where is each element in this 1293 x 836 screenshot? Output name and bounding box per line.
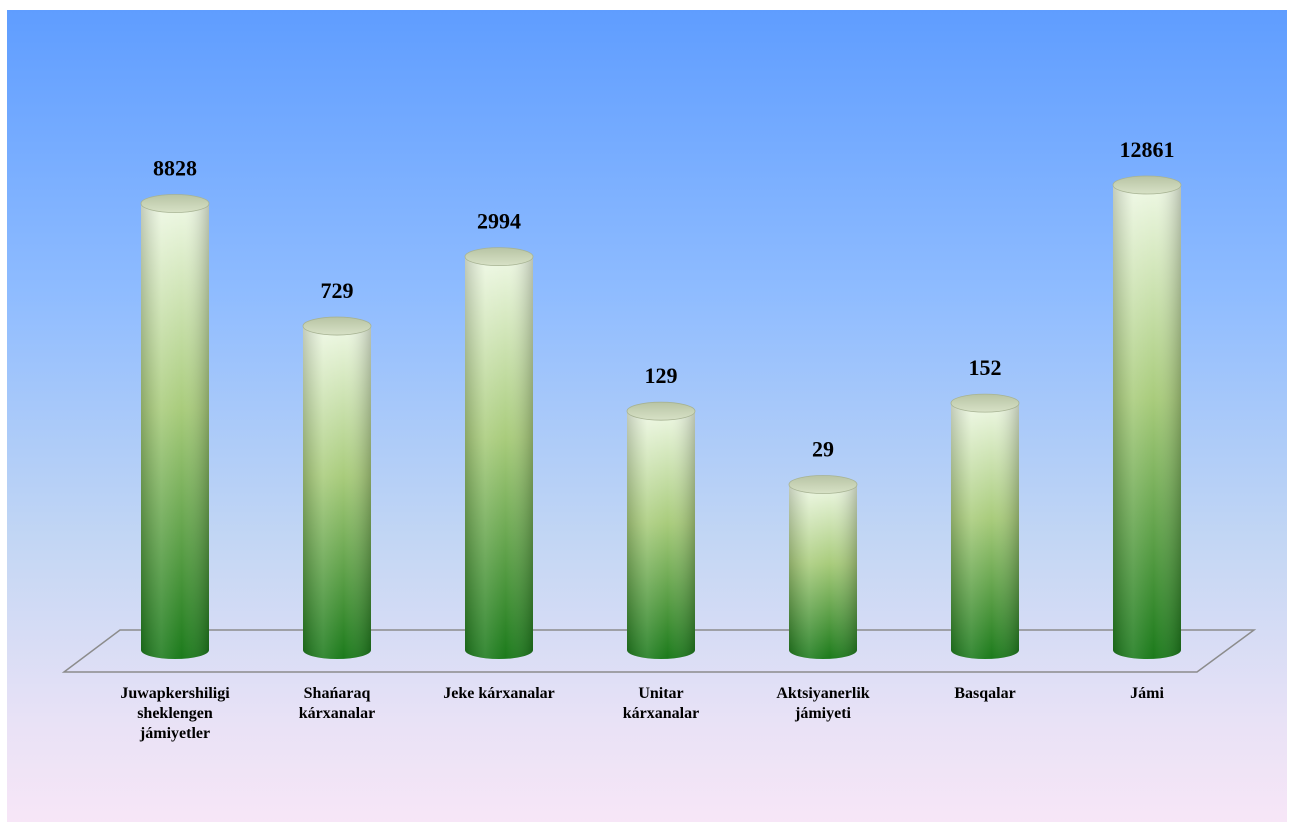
category-label: Jámi (1130, 685, 1164, 702)
value-label: 12861 (1120, 137, 1175, 162)
bar-6 (950, 393, 1020, 659)
category-label: Jeke kárxanalar (443, 685, 555, 702)
bar-shading (789, 484, 857, 659)
category-label-line: Jeke kárxanalar (443, 685, 555, 702)
category-label-line: Basqalar (954, 685, 1015, 702)
category-label-line: Shańaraq (304, 685, 371, 702)
value-label: 729 (321, 278, 354, 303)
category-label: Aktsiyanerlik jámiyeti (776, 685, 869, 722)
category-label: Juwapkershiligi sheklengen jámiyetler (120, 685, 230, 742)
bar-shading (303, 326, 371, 659)
category-label-line: kárxanalar (299, 705, 375, 722)
category-label-line: Juwapkershiligi (120, 685, 230, 702)
chart-area: 8828 729 2994 129 29 152 12861 Juwapkershiligi… (7, 10, 1287, 822)
value-label: 129 (645, 363, 678, 388)
bar-shading (951, 403, 1019, 659)
bar-cap (464, 247, 534, 267)
bar-cap (626, 401, 696, 421)
category-label: Shańaraq kárxanalar (299, 685, 375, 722)
bar-7 (1112, 175, 1182, 659)
bar-shading (627, 411, 695, 659)
category-label-line: jámiyeti (794, 705, 852, 722)
bar-cap (140, 194, 210, 213)
value-label: 152 (969, 355, 1002, 380)
bar-1 (140, 194, 210, 660)
bar-cap (1112, 175, 1182, 195)
category-label-line: Unitar (638, 685, 683, 702)
category-label: Basqalar (954, 685, 1015, 702)
category-label-line: Aktsiyanerlik (776, 685, 869, 702)
value-label: 8828 (153, 155, 197, 180)
floor-plane (61, 629, 1257, 673)
category-label-line: Jámi (1130, 685, 1164, 702)
bar-5 (788, 475, 858, 659)
bar-chart: 8828 729 2994 129 29 152 12861 Juwapkershiligi… (61, 137, 1257, 742)
bars (140, 175, 1182, 660)
category-label-line: sheklengen (137, 705, 213, 722)
bar-cap (302, 316, 372, 336)
bar-shading (465, 256, 533, 659)
category-label-line: kárxanalar (623, 705, 699, 722)
category-labels: Juwapkershiligi sheklengen jámiyetler Shańa… (120, 685, 1164, 742)
bar-4 (626, 401, 696, 659)
bar-shading (1113, 185, 1181, 659)
category-label: Unitar kárxanalar (623, 685, 699, 722)
bar-3 (464, 247, 534, 659)
value-label: 29 (812, 437, 834, 462)
bar-2 (302, 316, 372, 659)
category-label-line: jámiyetler (139, 725, 210, 742)
bar-shading (141, 203, 209, 660)
value-labels: 8828 729 2994 129 29 152 12861 (153, 137, 1175, 462)
bar-cap (788, 475, 858, 494)
floor (61, 629, 1257, 673)
value-label: 2994 (477, 209, 521, 234)
bar-cap (950, 393, 1020, 413)
